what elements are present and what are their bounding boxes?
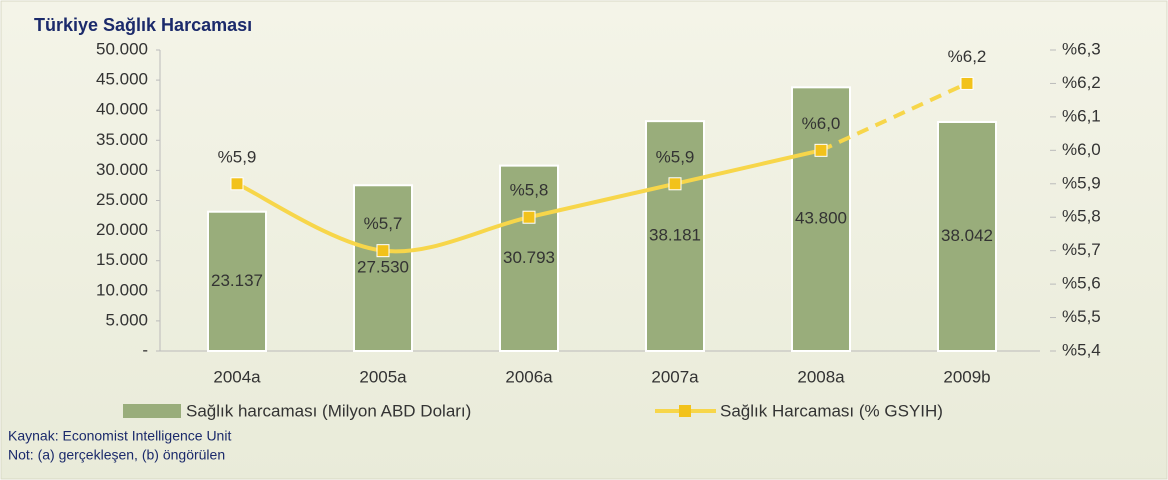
y-tick-label: 30.000 [96, 160, 148, 179]
x-tick-label: 2004a [213, 367, 261, 386]
y-tick-label: 5.000 [105, 310, 148, 329]
legend-swatch [123, 404, 181, 418]
x-tick-label: 2005a [359, 367, 407, 386]
line-value-label: %5,9 [656, 147, 695, 166]
y-tick-label: 20.000 [96, 220, 148, 239]
bar-value-label: 23.137 [211, 271, 263, 290]
bar [937, 120, 997, 352]
line-marker [814, 143, 828, 157]
legend-label: Sağlık harcaması (Milyon ABD Doları) [186, 401, 471, 420]
y2-tick-label: %5,6 [1062, 274, 1101, 293]
y2-tick-label: %6,2 [1062, 73, 1101, 92]
line-value-label: %5,7 [364, 214, 403, 233]
y2-tick-label: %5,5 [1062, 307, 1101, 326]
line-forecast [820, 81, 968, 153]
y-tick-label: 45.000 [96, 70, 148, 89]
y-tick-label: 50.000 [96, 39, 148, 58]
line-marker [668, 177, 682, 191]
line-marker [522, 210, 536, 224]
y2-tick-label: %5,8 [1062, 207, 1101, 226]
line-value-label: %5,8 [510, 181, 549, 200]
x-tick-label: 2008a [797, 367, 845, 386]
y2-tick-label: %5,4 [1062, 340, 1101, 359]
y2-tick-label: %6,3 [1062, 39, 1101, 58]
bar [645, 120, 705, 353]
y2-tick-label: %5,7 [1062, 240, 1101, 259]
bar-value-label: 30.793 [503, 248, 555, 267]
line-value-label: %6,2 [948, 47, 987, 66]
y-tick-label: - [142, 340, 148, 359]
x-tick-label: 2009b [943, 367, 990, 386]
x-tick-label: 2007a [651, 367, 699, 386]
x-tick-label: 2006a [505, 367, 553, 386]
y-tick-label: 25.000 [96, 190, 148, 209]
y-tick-label: 10.000 [96, 280, 148, 299]
bar-value-label: 38.042 [941, 226, 993, 245]
y2-tick-label: %5,9 [1062, 173, 1101, 192]
line-value-label: %5,9 [218, 147, 257, 166]
line-marker [960, 76, 974, 90]
bar [499, 164, 559, 352]
legend-label: Sağlık Harcaması (% GSYIH) [720, 401, 943, 420]
footnote: Not: (a) gerçekleşen, (b) öngörülen [8, 447, 225, 463]
source-note: Kaynak: Economist Intelligence Unit [8, 428, 231, 444]
bar-value-label: 43.800 [795, 209, 847, 228]
bar-value-label: 38.181 [649, 226, 701, 245]
line-value-label: %6,0 [802, 114, 841, 133]
bar [791, 86, 851, 352]
chart-title: Türkiye Sağlık Harcaması [34, 15, 252, 35]
y-tick-label: 15.000 [96, 250, 148, 269]
y2-tick-label: %6,1 [1062, 106, 1101, 125]
line-marker [376, 244, 390, 258]
y-tick-label: 35.000 [96, 130, 148, 149]
y2-tick-label: %6,0 [1062, 140, 1101, 159]
bar [353, 184, 413, 352]
y-tick-label: 40.000 [96, 100, 148, 119]
line-marker [230, 177, 244, 191]
bar [207, 210, 267, 352]
bar-value-label: 27.530 [357, 258, 409, 277]
legend-marker [679, 405, 691, 417]
